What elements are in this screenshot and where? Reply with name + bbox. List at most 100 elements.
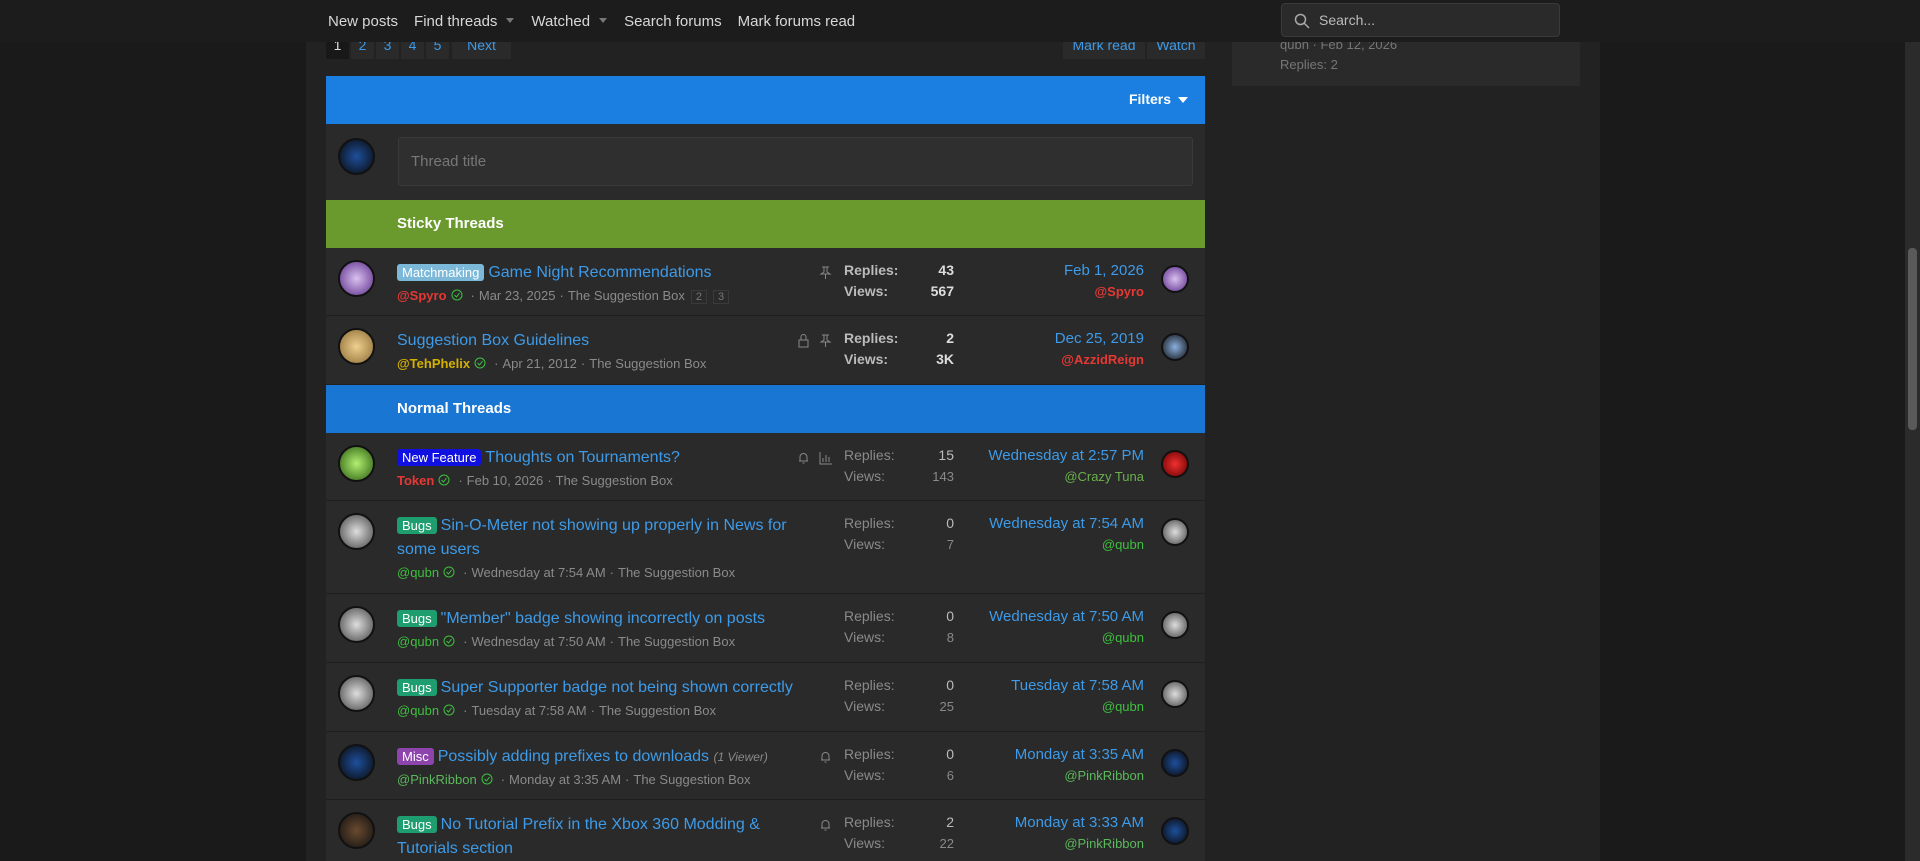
search-box[interactable]: Search... [1281,3,1560,37]
last-date[interactable]: Feb 1, 2026 [1063,262,1144,279]
last-date[interactable]: Monday at 3:33 AM [1014,814,1144,831]
author[interactable]: @PinkRibbon [397,772,477,787]
thread-main: Bugs Super Supporter badge not being show… [397,676,797,721]
forum[interactable]: The Suggestion Box [618,565,736,580]
last-user[interactable]: @qubn [1101,537,1144,552]
thread-title-input[interactable]: Thread title [398,137,1193,186]
last-avatar[interactable] [1161,749,1189,777]
last-user[interactable]: @PinkRibbon [1064,768,1144,783]
author[interactable]: @qubn [397,634,440,649]
last-avatar[interactable] [1161,817,1189,845]
avatar[interactable] [338,812,375,849]
prefix[interactable]: Bugs [397,610,437,627]
stat-label: Views: [844,468,885,484]
last-avatar[interactable] [1161,265,1189,293]
stat-value: 567 [930,283,954,299]
filters[interactable]: Filters [1128,91,1171,107]
stat-line: Views: 7 [844,534,954,555]
thread-title[interactable]: Super Supporter badge not being shown co… [440,679,793,696]
section-title: Normal Threads [397,400,512,417]
prefix[interactable]: Misc [397,748,434,765]
prefix[interactable]: Bugs [397,517,437,534]
last-avatar[interactable] [1161,450,1189,478]
nav-item[interactable]: Watched [531,12,591,30]
last-avatar[interactable] [1161,611,1189,639]
stat-value: 7 [946,537,954,552]
author[interactable]: @TehPhelix [397,356,471,371]
thread-title[interactable]: Possibly adding prefixes to downloads [437,748,709,765]
last-date[interactable]: Wednesday at 7:54 AM [989,515,1144,532]
last-user[interactable]: @Crazy Tuna [1064,469,1144,484]
thread-title[interactable]: Sin-O-Meter not showing up properly in N… [397,517,787,558]
last-avatar[interactable] [1161,333,1189,361]
last-user[interactable]: @PinkRibbon [1064,836,1144,851]
thread-date: Wednesday at 7:50 AM [471,634,606,649]
thread-title[interactable]: Game Night Recommendations [488,264,712,281]
chart-icon [819,452,832,465]
separator: · [547,473,552,488]
scrollbar[interactable] [1905,0,1920,861]
forum[interactable]: The Suggestion Box [598,703,717,718]
last-user[interactable]: @AzzidReign [1061,352,1144,367]
last-date[interactable]: Monday at 3:35 AM [1014,746,1144,763]
thread-row: Bugs Sin-O-Meter not showing up properly … [326,501,1205,594]
mini-page[interactable]: 3 [713,290,730,304]
avatar[interactable] [338,328,375,365]
avatar[interactable] [338,744,375,781]
thread-row: Suggestion Box Guidelines @TehPhelix · Apr … [326,316,1205,385]
pin-icon [819,266,832,279]
forum[interactable]: The Suggestion Box [555,473,673,488]
prefix[interactable]: Bugs [397,679,437,696]
thread-meta: @Spyro · Mar 23, 2025 · The Suggestion Box 2 3 [397,285,797,308]
stat-label: Views: [844,283,889,299]
filter-bar: Filters [326,76,1205,124]
avatar[interactable] [338,675,375,712]
thread-title[interactable]: No Tutorial Prefix in the Xbox 360 Moddi… [397,816,760,857]
forum[interactable]: The Suggestion Box [618,634,736,649]
forum[interactable]: The Suggestion Box [567,288,685,303]
avatar[interactable] [338,513,375,550]
last-post: Feb 1, 2026 @Spyro [1064,260,1144,302]
last-date[interactable]: Wednesday at 7:50 AM [989,608,1144,625]
avatar[interactable] [338,606,375,643]
author[interactable]: @qubn [397,703,440,718]
forum[interactable]: The Suggestion Box [633,772,751,787]
avatar[interactable] [338,260,375,297]
mini-page[interactable]: 2 [690,290,708,304]
last-avatar[interactable] [1161,518,1189,546]
thread-title[interactable]: Thoughts on Tournaments? [485,449,680,466]
nav-item[interactable]: Find threads [414,12,498,30]
last-date[interactable]: Wednesday at 2:57 PM [988,447,1144,464]
prefix[interactable]: Bugs [397,816,437,833]
thread-title[interactable]: "Member" badge showing incorrectly on po… [440,610,766,627]
thread-title[interactable]: Suggestion Box Guidelines [397,332,590,349]
stat-label: Views: [844,536,885,552]
nav-item[interactable]: Mark forums read [737,12,856,30]
thread-meta: @qubn · Tuesday at 7:58 AM · The Suggestion … [397,700,797,721]
stats: Replies: 2 Views: 3K [844,328,954,370]
separator: · [500,772,506,787]
author[interactable]: @qubn [397,565,440,580]
stat-label: Replies: [844,677,895,693]
nav-item[interactable]: New posts [328,12,399,30]
author[interactable]: @Spyro [397,288,447,303]
scroll-thumb[interactable] [1908,248,1917,430]
forum[interactable]: The Suggestion Box [589,356,707,371]
dropdown-caret [599,18,608,23]
last-post: Monday at 3:35 AM @PinkRibbon [1015,744,1144,786]
last-date[interactable]: Tuesday at 7:58 AM [1011,677,1144,694]
prefix[interactable]: Matchmaking [397,264,485,281]
nav-item[interactable]: Search forums [624,12,722,30]
stat-value: 2 [946,330,954,346]
last-avatar[interactable] [1161,680,1189,708]
stat-value: 0 [946,515,954,531]
last-date[interactable]: Dec 25, 2019 [1054,330,1144,347]
prefix[interactable]: New Feature [397,449,482,466]
separator: · [609,565,614,580]
avatar[interactable] [338,445,375,482]
last-user[interactable]: @qubn [1101,630,1144,645]
author[interactable]: Token [397,473,435,488]
separator: · [559,288,564,303]
last-user[interactable]: @Spyro [1094,284,1144,299]
last-user[interactable]: @qubn [1101,699,1144,714]
